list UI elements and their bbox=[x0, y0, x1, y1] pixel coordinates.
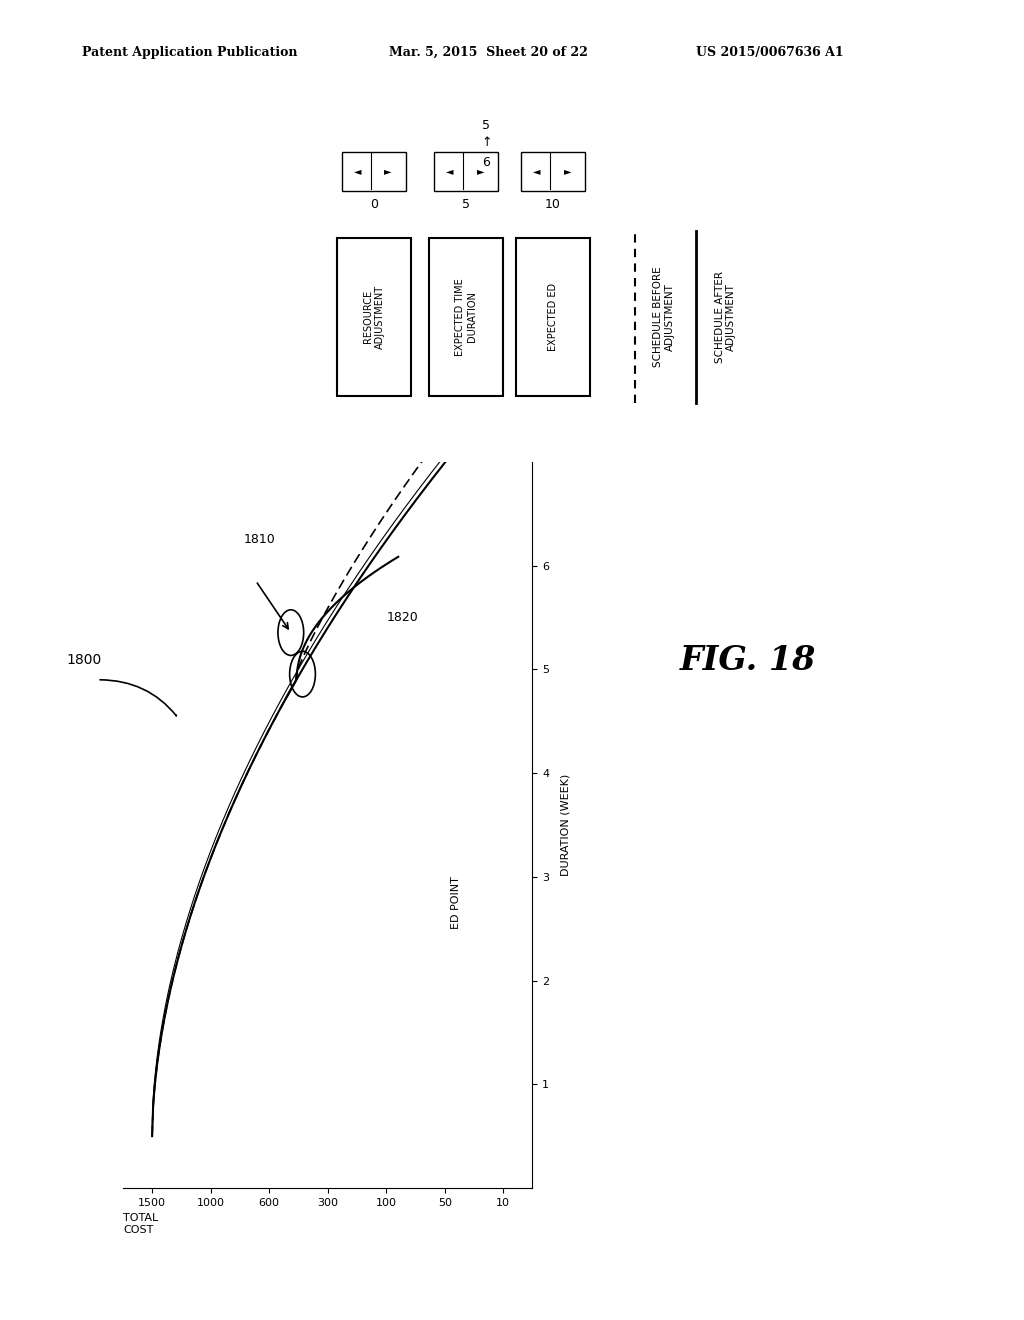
Text: ►: ► bbox=[384, 166, 392, 177]
Text: SCHEDULE BEFORE
ADJUSTMENT: SCHEDULE BEFORE ADJUSTMENT bbox=[653, 267, 675, 367]
Text: US 2015/0067636 A1: US 2015/0067636 A1 bbox=[696, 46, 844, 59]
Text: 5: 5 bbox=[482, 119, 490, 132]
Text: ◄: ◄ bbox=[445, 166, 454, 177]
Text: Mar. 5, 2015  Sheet 20 of 22: Mar. 5, 2015 Sheet 20 of 22 bbox=[389, 46, 588, 59]
Text: ◄: ◄ bbox=[532, 166, 541, 177]
Y-axis label: DURATION (WEEK): DURATION (WEEK) bbox=[560, 774, 570, 876]
Text: ED POINT: ED POINT bbox=[452, 876, 462, 929]
Text: 0: 0 bbox=[370, 198, 378, 211]
Text: ↑: ↑ bbox=[481, 136, 492, 149]
X-axis label: TOTAL
COST: TOTAL COST bbox=[123, 1213, 158, 1236]
Text: RESOURCE
ADJUSTMENT: RESOURCE ADJUSTMENT bbox=[362, 285, 385, 348]
Text: 1800: 1800 bbox=[67, 653, 101, 667]
Text: FIG. 18: FIG. 18 bbox=[679, 644, 816, 676]
Text: 1810: 1810 bbox=[244, 533, 275, 545]
Text: 10: 10 bbox=[545, 198, 561, 211]
Text: ◄: ◄ bbox=[353, 166, 361, 177]
Text: 6: 6 bbox=[482, 156, 490, 169]
Text: Patent Application Publication: Patent Application Publication bbox=[82, 46, 297, 59]
Text: EXPECTED ED: EXPECTED ED bbox=[548, 282, 558, 351]
Text: SCHEDULE AFTER
ADJUSTMENT: SCHEDULE AFTER ADJUSTMENT bbox=[715, 271, 736, 363]
Text: EXPECTED TIME
DURATION: EXPECTED TIME DURATION bbox=[455, 279, 477, 355]
Text: ►: ► bbox=[563, 166, 571, 177]
Text: 5: 5 bbox=[462, 198, 470, 211]
Text: ►: ► bbox=[476, 166, 484, 177]
Text: 1820: 1820 bbox=[386, 611, 418, 624]
